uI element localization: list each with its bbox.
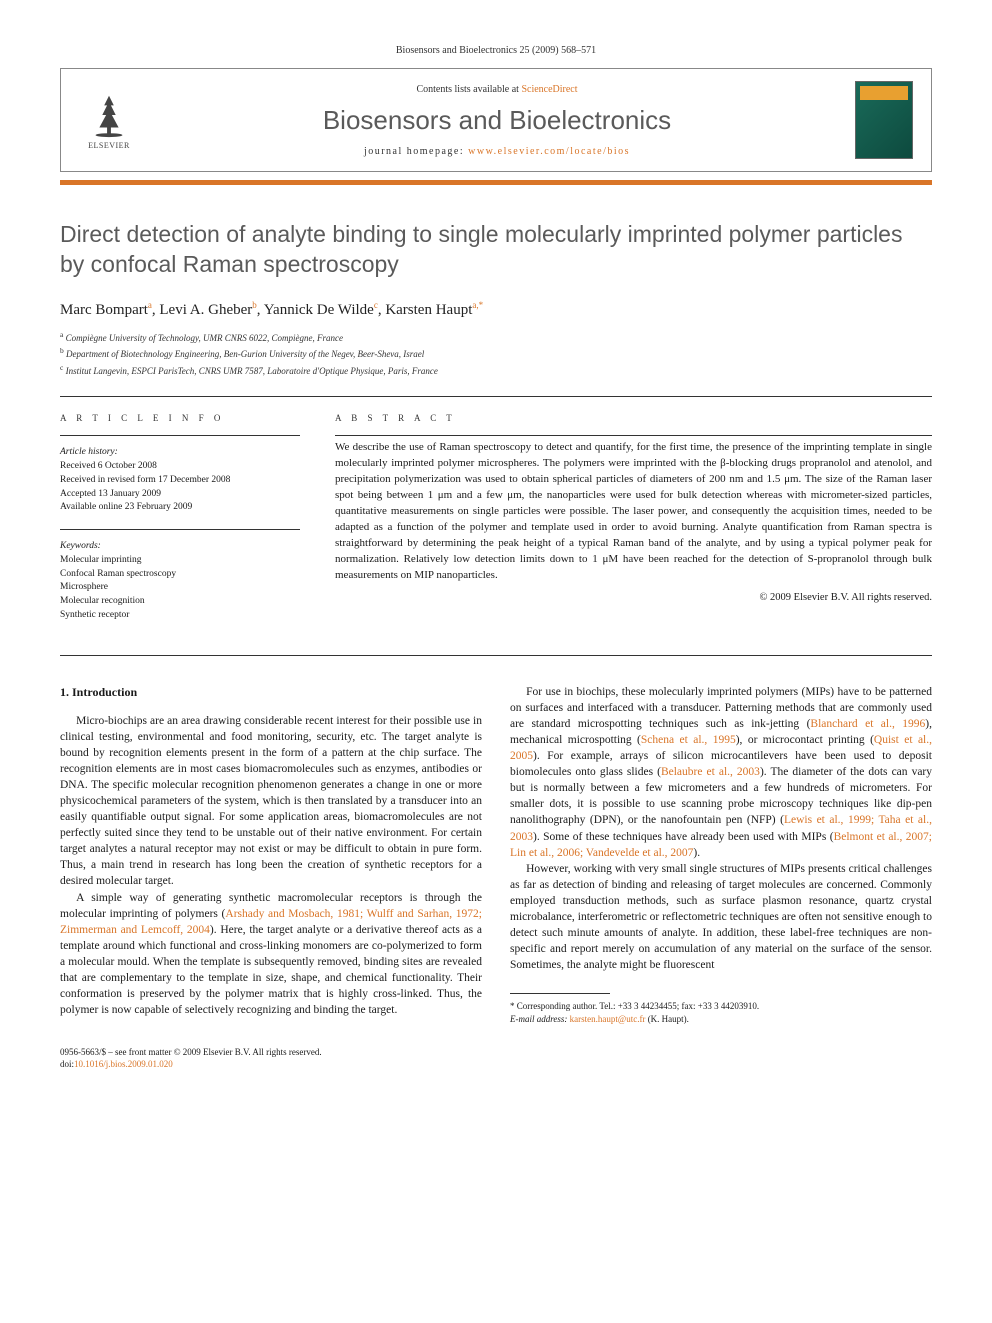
journal-header: ELSEVIER Contents lists available at Sci… (60, 68, 932, 172)
article-info-label: A R T I C L E I N F O (60, 413, 300, 423)
keyword-line: Confocal Raman spectroscopy (60, 568, 300, 582)
front-matter-line: 0956-5663/$ – see front matter © 2009 El… (60, 1046, 932, 1059)
elsevier-logo: ELSEVIER (79, 85, 139, 155)
page-footer: 0956-5663/$ – see front matter © 2009 El… (60, 1046, 932, 1071)
corresponding-author: * Corresponding author. Tel.: +33 3 4423… (510, 1000, 932, 1025)
email-suffix: (K. Haupt). (645, 1014, 689, 1024)
article-body: 1. Introduction Micro-biochips are an ar… (60, 684, 932, 1026)
elsevier-tree-icon (85, 91, 133, 139)
publisher-name: ELSEVIER (88, 141, 130, 150)
intro-paragraph-4: However, working with very small single … (510, 861, 932, 974)
history-line: Received in revised form 17 December 200… (60, 474, 300, 488)
doi-prefix: doi: (60, 1059, 74, 1069)
accent-bar (60, 180, 932, 185)
p3-f: ). Some of these techniques have already… (533, 831, 834, 843)
citation-link[interactable]: Schena et al., 1995 (641, 734, 736, 746)
abstract-text: We describe the use of Raman spectroscop… (335, 440, 932, 583)
citation-link[interactable]: Belaubre et al., 2003 (661, 766, 760, 778)
abstract-rule (335, 435, 932, 436)
p3-c: ), or microcontact printing ( (736, 734, 874, 746)
p3-g: ). (693, 847, 700, 859)
email-link[interactable]: karsten.haupt@utc.fr (570, 1014, 646, 1024)
sciencedirect-link[interactable]: ScienceDirect (521, 84, 577, 95)
history-line: Accepted 13 January 2009 (60, 488, 300, 502)
contents-prefix: Contents lists available at (416, 84, 521, 95)
journal-name: Biosensors and Bioelectronics (159, 105, 835, 136)
keyword-line: Molecular imprinting (60, 554, 300, 568)
top-citation: Biosensors and Bioelectronics 25 (2009) … (60, 45, 932, 56)
history-line: Available online 23 February 2009 (60, 501, 300, 515)
affiliations: a Compiègne University of Technology, UM… (60, 329, 932, 379)
info-rule-2 (60, 529, 300, 530)
abstract-label: A B S T R A C T (335, 413, 932, 423)
intro-paragraph-3: For use in biochips, these molecularly i… (510, 684, 932, 861)
journal-homepage: journal homepage: www.elsevier.com/locat… (159, 146, 835, 157)
email-label: E-mail address: (510, 1014, 570, 1024)
doi-link[interactable]: 10.1016/j.bios.2009.01.020 (74, 1059, 173, 1069)
abstract-column: A B S T R A C T We describe the use of R… (335, 413, 932, 636)
intro-paragraph-2: A simple way of generating synthetic mac… (60, 890, 482, 1019)
affiliation-line: a Compiègne University of Technology, UM… (60, 329, 932, 346)
section-heading-introduction: 1. Introduction (60, 684, 482, 701)
info-rule (60, 435, 300, 436)
intro-paragraph-1: Micro-biochips are an area drawing consi… (60, 713, 482, 890)
author-list: Marc Bomparta, Levi A. Gheberb, Yannick … (60, 300, 932, 319)
citation-link[interactable]: Blanchard et al., 1996 (810, 718, 925, 730)
affiliation-line: c Institut Langevin, ESPCI ParisTech, CN… (60, 362, 932, 379)
keyword-line: Molecular recognition (60, 595, 300, 609)
article-info-column: A R T I C L E I N F O Article history: R… (60, 413, 300, 636)
footnote-rule (510, 993, 610, 994)
keyword-line: Microsphere (60, 581, 300, 595)
contents-available: Contents lists available at ScienceDirec… (159, 84, 835, 95)
keyword-line: Synthetic receptor (60, 609, 300, 623)
p2-text-b: ). Here, the target analyte or a derivat… (60, 924, 482, 1016)
corresponding-line-1: * Corresponding author. Tel.: +33 3 4423… (510, 1000, 932, 1013)
affiliation-line: b Department of Biotechnology Engineerin… (60, 345, 932, 362)
homepage-prefix: journal homepage: (364, 146, 468, 157)
article-title: Direct detection of analyte binding to s… (60, 220, 932, 280)
keywords-label: Keywords: (60, 540, 300, 554)
history-label: Article history: (60, 446, 300, 460)
rule-bottom (60, 655, 932, 656)
homepage-url-link[interactable]: www.elsevier.com/locate/bios (468, 146, 630, 157)
history-line: Received 6 October 2008 (60, 460, 300, 474)
abstract-copyright: © 2009 Elsevier B.V. All rights reserved… (335, 592, 932, 603)
journal-cover-thumbnail (855, 81, 913, 159)
